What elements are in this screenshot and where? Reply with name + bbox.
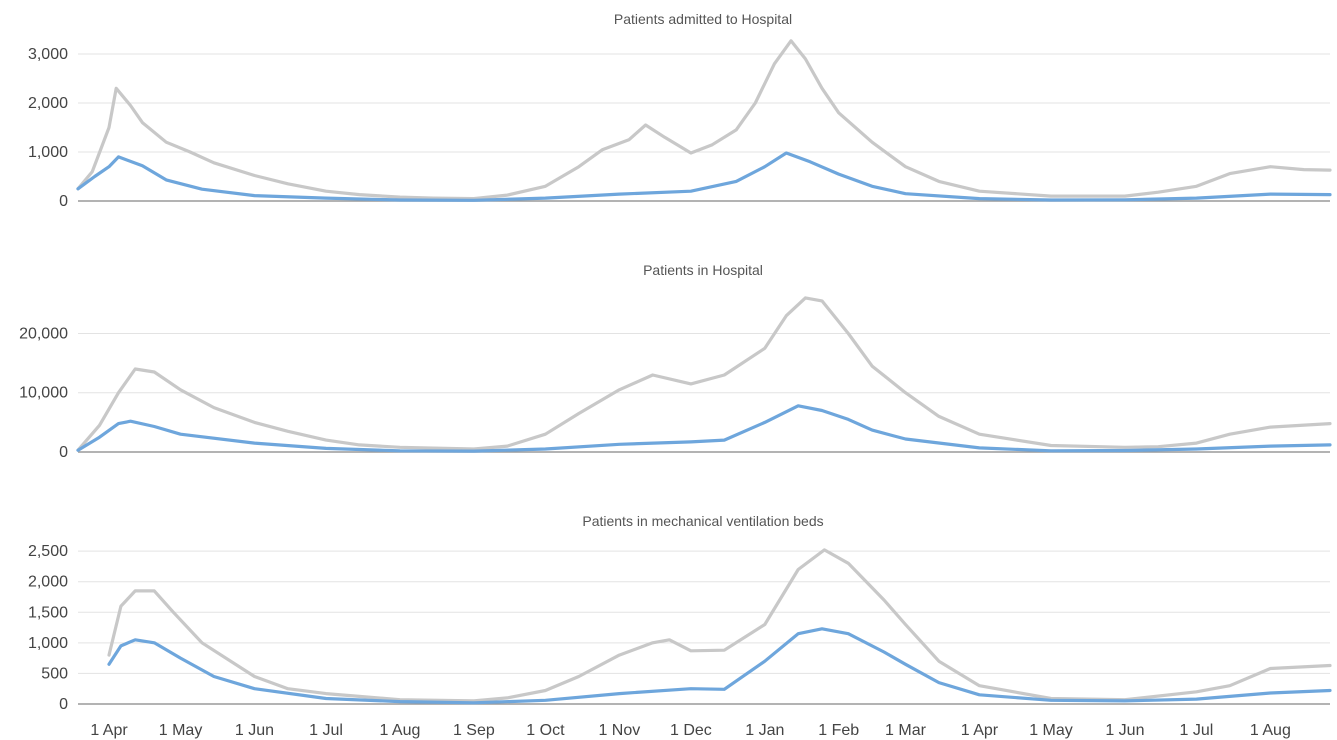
- y-tick-label: 1,500: [28, 604, 68, 621]
- panel-ventilation: Patients in mechanical ventilation beds …: [28, 513, 1332, 713]
- series-line-in-hospital-1: [76, 296, 1332, 452]
- x-tick-label: 1 Nov: [598, 722, 640, 739]
- y-tick-label: 0: [59, 193, 68, 210]
- series-line-ventilation-2: [107, 627, 1332, 705]
- y-tick-label: 10,000: [19, 385, 68, 402]
- series-line-admitted-1: [76, 39, 1332, 201]
- series-line-in-hospital-2: [76, 404, 1332, 453]
- x-axis: 1 Apr 1 May 1 Jun 1 Jul 1 Aug 1 Sep 1 Oct 1 Nov…: [90, 722, 1291, 739]
- x-tick-label: 1 Mar: [885, 722, 927, 739]
- y-tick-label: 2,500: [28, 543, 68, 560]
- x-tick-label: 1 Aug: [1250, 722, 1291, 739]
- y-tick-label: 0: [59, 696, 68, 713]
- x-tick-label: 1 Jan: [745, 722, 784, 739]
- y-tick-label: 500: [41, 665, 68, 682]
- x-tick-label: 1 Aug: [379, 722, 420, 739]
- series-line-admitted-2: [76, 151, 1332, 202]
- y-tick-label: 1,000: [28, 144, 68, 161]
- panel-admitted: Patients admitted to Hospital 0 1,000 2,00…: [28, 11, 1332, 210]
- x-tick-label: 1 Apr: [961, 722, 999, 739]
- y-tick-label: 1,000: [28, 635, 68, 652]
- x-tick-label: 1 Jun: [235, 722, 274, 739]
- x-tick-label: 1 May: [1029, 722, 1073, 739]
- series-line-ventilation-1: [107, 548, 1332, 703]
- x-tick-label: 1 Feb: [818, 722, 859, 739]
- x-tick-label: 1 Jun: [1105, 722, 1144, 739]
- chart-title-admitted: Patients admitted to Hospital: [614, 11, 792, 27]
- y-tick-label: 2,000: [28, 574, 68, 591]
- x-tick-label: 1 May: [159, 722, 203, 739]
- y-tick-label: 20,000: [19, 325, 68, 342]
- x-tick-label: 1 Dec: [670, 722, 712, 739]
- x-tick-label: 1 Jul: [309, 722, 343, 739]
- x-tick-label: 1 Apr: [90, 722, 128, 739]
- x-tick-label: 1 Jul: [1180, 722, 1214, 739]
- y-tick-label: 2,000: [28, 95, 68, 112]
- x-tick-label: 1 Oct: [526, 722, 565, 739]
- y-tick-label: 0: [59, 444, 68, 461]
- y-tick-label: 3,000: [28, 46, 68, 63]
- x-tick-label: 1 Sep: [453, 722, 495, 739]
- chart-title-in-hospital: Patients in Hospital: [643, 262, 763, 278]
- chart-title-ventilation: Patients in mechanical ventilation beds: [582, 513, 823, 529]
- panel-in-hospital: Patients in Hospital 0 10,000 20,000: [19, 262, 1332, 461]
